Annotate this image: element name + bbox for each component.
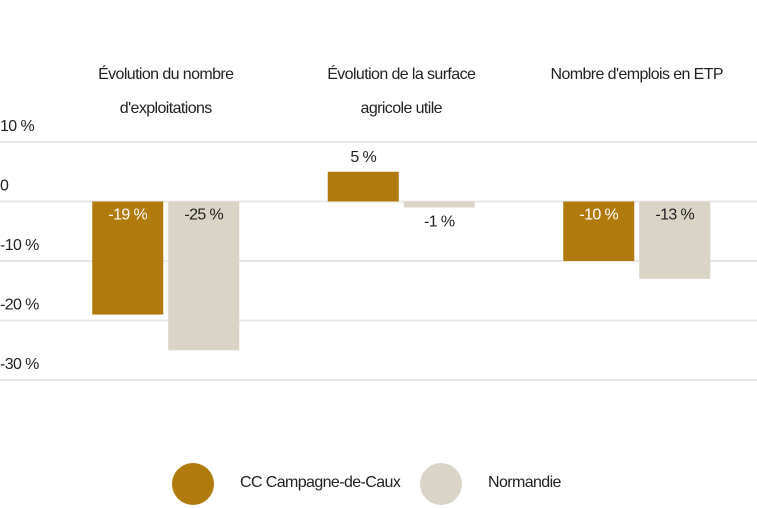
value-label: -10 % (579, 207, 618, 224)
value-label: 5 % (350, 149, 376, 166)
value-label: -25 % (184, 207, 223, 224)
value-label: -1 % (424, 214, 455, 231)
category-label: Nombre d'emplois en ETP (550, 66, 724, 83)
bar (563, 201, 635, 261)
value-label: -13 % (655, 207, 694, 224)
category-label: Évolution du nombre d'exploitations (98, 66, 234, 117)
y-tick-label: -30 % (0, 356, 39, 373)
bar (639, 201, 711, 279)
y-tick-label: 10 % (0, 118, 34, 135)
bar (327, 171, 399, 202)
bar (92, 201, 164, 315)
category-label: Évolution de la surface agricole utile (327, 66, 476, 117)
value-label: -19 % (108, 207, 147, 224)
legend-swatch (420, 463, 462, 505)
legend-label: Normandie (488, 474, 562, 491)
bar (168, 201, 240, 351)
bar (403, 201, 475, 208)
y-tick-label: -10 % (0, 237, 39, 254)
legend-swatch (172, 463, 214, 505)
y-tick-label: 0 (0, 178, 9, 195)
y-tick-label: -20 % (0, 297, 39, 314)
legend-label: CC Campagne-de-Caux (240, 474, 401, 491)
